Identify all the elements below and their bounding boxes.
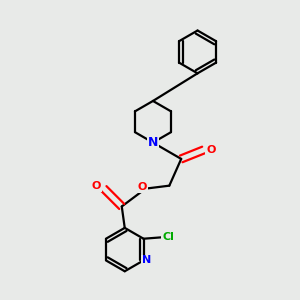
Text: N: N xyxy=(148,136,158,149)
Text: O: O xyxy=(206,145,216,155)
Text: O: O xyxy=(92,181,101,191)
Text: N: N xyxy=(142,255,151,266)
Text: O: O xyxy=(138,182,147,192)
Text: Cl: Cl xyxy=(162,232,174,242)
